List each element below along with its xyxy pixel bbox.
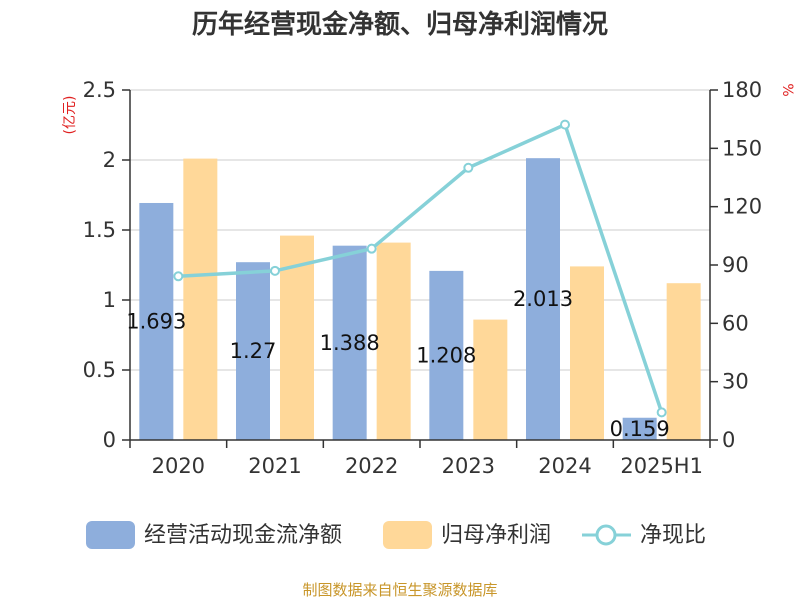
bars <box>139 158 701 440</box>
bar-cashflow <box>622 417 657 440</box>
right-tick-label: 90 <box>722 253 749 277</box>
legend-label-ratio: 净现比 <box>640 523 706 548</box>
right-tick-label: 180 <box>722 78 762 102</box>
right-axis-unit: % <box>779 83 795 96</box>
bar-net-profit <box>570 266 604 440</box>
ratio-line <box>173 119 667 418</box>
bar-net-profit <box>666 283 701 440</box>
x-tick-label: 2023 <box>442 454 495 478</box>
bar-net-profit <box>183 158 218 440</box>
ratio-point <box>560 119 570 130</box>
ratio-point <box>656 407 667 418</box>
left-tick-label: 2 <box>103 148 116 172</box>
right-tick-label: 60 <box>722 311 749 335</box>
left-tick-label: 0.5 <box>83 358 116 382</box>
legend-label-net-profit: 归母净利润 <box>441 523 551 548</box>
legend-swatch-cashflow <box>86 521 135 549</box>
bar-net-profit <box>473 319 508 440</box>
data-label-cashflow: 1.208 <box>416 343 476 367</box>
left-tick-label: 1.5 <box>83 218 116 242</box>
left-axis-unit: (亿元) <box>62 96 78 135</box>
x-tick-label: 2020 <box>152 454 205 478</box>
bar-cashflow <box>139 202 174 440</box>
left-tick-label: 2.5 <box>83 78 116 102</box>
bar-cashflow <box>526 158 560 440</box>
grid-lines <box>130 89 710 371</box>
ratio-polyline <box>178 122 664 413</box>
x-tick-label: 2021 <box>248 454 301 478</box>
data-label-cashflow: 1.388 <box>320 331 380 355</box>
axes: 0 0.5 1 1.5 2 2.5 0 30 60 90 120 150 180 2020 2021 2022… <box>83 78 763 478</box>
right-tick-label: 0 <box>722 428 735 452</box>
bar-cashflow <box>429 270 464 440</box>
ratio-point <box>463 162 474 173</box>
data-label-cashflow: 1.27 <box>230 339 277 363</box>
right-tick-label: 30 <box>722 370 749 394</box>
data-label-cashflow: 1.693 <box>126 309 186 333</box>
left-tick-label: 0 <box>103 428 116 452</box>
ratio-point <box>173 271 184 282</box>
legend: 经营活动现金流净额 归母净利润 净现比 <box>86 521 706 549</box>
data-label-cashflow: 2.013 <box>513 287 573 311</box>
bar-cashflow <box>236 262 270 440</box>
chart-title: 历年经营现金净额、归母净利润情况 <box>192 9 608 40</box>
left-tick-label: 1 <box>103 288 116 312</box>
x-tick-label: 2025H1 <box>620 454 703 478</box>
bar-net-profit <box>376 242 411 440</box>
x-tick-label: 2024 <box>538 454 591 478</box>
bar-cashflow <box>332 245 367 440</box>
ratio-point <box>366 243 377 254</box>
source-note: 制图数据来自恒生聚源数据库 <box>302 581 497 599</box>
legend-marker-ratio <box>595 524 617 546</box>
legend-label-cashflow: 经营活动现金流净额 <box>144 523 342 548</box>
right-tick-label: 150 <box>722 136 762 160</box>
x-tick-label: 2022 <box>345 454 398 478</box>
data-labels: 1.693 1.27 1.388 1.208 2.013 0.159 <box>126 287 669 441</box>
ratio-point <box>270 265 280 276</box>
right-tick-label: 120 <box>722 195 762 219</box>
legend-swatch-net-profit <box>383 521 432 549</box>
data-label-cashflow: 0.159 <box>610 417 670 441</box>
